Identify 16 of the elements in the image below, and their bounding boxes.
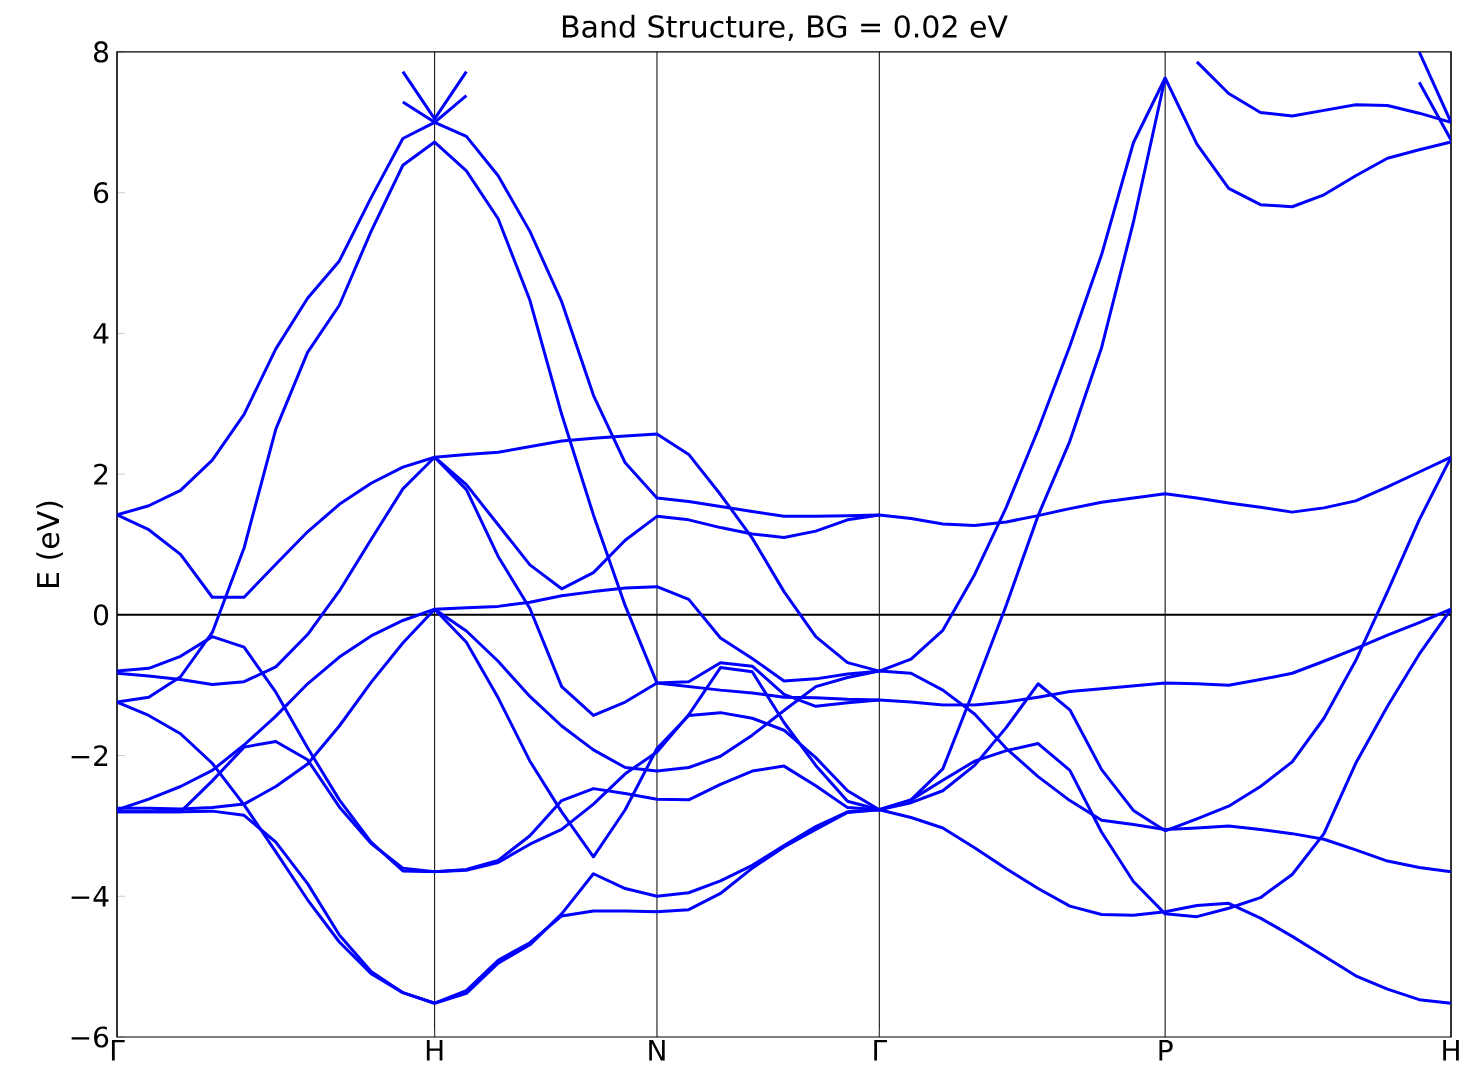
x-tick-label: P [1159,1040,1173,1061]
x-tick-label: N [649,1040,665,1061]
y-tick-label: 8 [94,41,109,63]
y-tick-label: 4 [93,323,109,344]
chart-title: Band Structure, BG = 0.02 eV [562,14,1008,41]
x-tick-label: H [1443,1040,1459,1061]
x-tick-label: Γ [111,1040,125,1061]
y-tick-label: −2 [71,745,108,766]
y-tick-label: 0 [93,604,109,626]
y-axis-title: E (eV) [36,501,63,587]
y-tick-label: −4 [71,886,109,907]
x-tick-label: Γ [874,1040,887,1061]
y-tick-label: 2 [94,463,108,485]
y-tick-label: 6 [94,182,109,204]
y-tick-label: −6 [71,1026,109,1048]
x-tick-label: H [426,1040,443,1061]
